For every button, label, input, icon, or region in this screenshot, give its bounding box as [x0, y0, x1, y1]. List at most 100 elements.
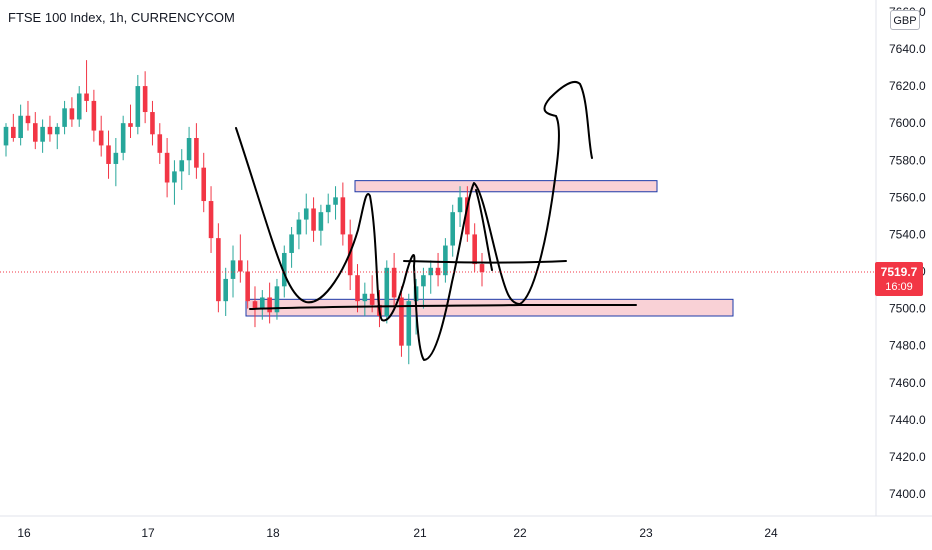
candle-body-58: [428, 267, 434, 276]
last-price-value: 7519.7: [880, 265, 918, 279]
zone-rect-1: [245, 298, 734, 317]
candle-body-36: [267, 297, 272, 313]
candle-body-23: [172, 171, 177, 183]
price-tick-label-10: 7440.0: [889, 413, 926, 427]
candle-body-0: [3, 126, 9, 146]
candle-body-11: [84, 93, 89, 101]
candle-body-9: [69, 108, 75, 120]
candle-body-24: [179, 160, 185, 172]
price-tick-label-0: 7640.0: [889, 42, 926, 56]
drawing-stroke-3: [475, 189, 493, 271]
candle-body-16: [120, 123, 126, 153]
price-tick-label-1: 7620.0: [889, 79, 926, 93]
candle-body-60: [443, 245, 448, 276]
candle-body-65: [479, 264, 485, 273]
candle-body-41: [303, 208, 309, 220]
candle-body-2: [18, 115, 23, 138]
price-tick-label-11: 7420.0: [889, 450, 926, 464]
candle-body-27: [201, 167, 207, 202]
drawing-stroke-1: [249, 303, 637, 310]
candle-body-1: [11, 126, 16, 138]
candle-body-14: [106, 145, 111, 164]
price-tick-label-5: 7540.0: [889, 227, 926, 241]
candle-body-40: [296, 219, 302, 235]
candle-body-15: [113, 152, 119, 164]
candle-body-53: [391, 267, 397, 298]
candle-body-7: [54, 126, 60, 135]
price-tick-label-7: 7500.0: [889, 302, 926, 316]
price-axis[interactable]: 7660.07640.07620.07600.07580.07560.07540…: [889, 5, 926, 501]
price-tick-label-4: 7560.0: [889, 190, 926, 204]
candle-body-34: [252, 301, 258, 309]
candle-body-26: [194, 138, 199, 168]
candle-body-19: [142, 86, 148, 113]
time-tick-label-2: 18: [266, 526, 280, 540]
candle-body-20: [150, 112, 155, 135]
candle-body-6: [47, 126, 53, 135]
candle-body-10: [76, 93, 82, 120]
chart-title: FTSE 100 Index, 1h, CURRENCYCOM: [8, 10, 235, 25]
time-tick-label-4: 22: [513, 526, 527, 540]
candle-body-33: [245, 271, 250, 302]
time-tick-label-5: 23: [639, 526, 653, 540]
candle-body-8: [62, 108, 67, 127]
candle-body-3: [25, 115, 31, 124]
last-price-tag: 7519.7 16:09: [875, 262, 923, 296]
time-tick-label-3: 21: [413, 526, 427, 540]
candle-body-48: [355, 275, 360, 302]
candle-body-46: [340, 197, 346, 235]
candle-body-64: [472, 234, 477, 265]
candle-body-32: [238, 260, 243, 272]
candle-body-62: [457, 197, 463, 213]
candles-layer: [3, 60, 485, 365]
price-tick-label-2: 7600.0: [889, 116, 926, 130]
time-axis[interactable]: 16 17 18 21 22 23 24: [17, 526, 778, 540]
drawings-layer: [235, 80, 637, 361]
candle-body-45: [333, 197, 338, 205]
time-tick-label-1: 17: [141, 526, 155, 540]
candle-body-38: [281, 252, 287, 287]
candle-body-63: [465, 197, 470, 235]
zones-layer: [245, 180, 734, 317]
candle-body-29: [216, 238, 221, 302]
candle-body-52: [384, 267, 390, 316]
time-tick-label-0: 16: [17, 526, 31, 540]
candle-body-25: [186, 138, 192, 161]
candle-body-43: [318, 212, 324, 231]
candle-body-17: [128, 123, 133, 127]
price-tick-label-8: 7480.0: [889, 339, 926, 353]
candle-body-28: [208, 201, 214, 239]
candle-body-57: [421, 275, 426, 287]
bar-countdown: 16:09: [885, 281, 913, 293]
candle-body-54: [399, 297, 404, 346]
drawing-stroke-0: [235, 80, 593, 361]
candle-body-59: [435, 267, 441, 276]
price-tick-label-12: 7400.0: [889, 487, 926, 501]
candle-body-55: [406, 301, 412, 346]
candle-body-18: [135, 86, 141, 127]
candle-body-42: [311, 208, 316, 231]
candle-body-35: [260, 297, 265, 309]
currency-badge[interactable]: GBP: [890, 10, 920, 30]
candle-body-21: [157, 134, 163, 153]
candle-body-30: [223, 278, 228, 302]
price-tick-label-3: 7580.0: [889, 153, 926, 167]
candle-body-12: [91, 100, 97, 131]
candle-body-13: [98, 130, 104, 146]
zone-rect-0: [354, 180, 658, 193]
candle-body-49: [362, 293, 368, 302]
price-tick-label-9: 7460.0: [889, 376, 926, 390]
candle-body-5: [40, 126, 45, 142]
candle-body-4: [32, 123, 38, 142]
candle-body-50: [369, 293, 375, 305]
candle-body-37: [274, 286, 280, 313]
candle-body-39: [289, 234, 294, 253]
time-tick-label-6: 24: [764, 526, 778, 540]
candle-body-61: [450, 212, 456, 246]
candle-body-31: [230, 260, 236, 279]
candle-body-22: [164, 152, 170, 183]
candle-body-44: [325, 204, 331, 213]
drawing-stroke-2: [403, 260, 567, 264]
